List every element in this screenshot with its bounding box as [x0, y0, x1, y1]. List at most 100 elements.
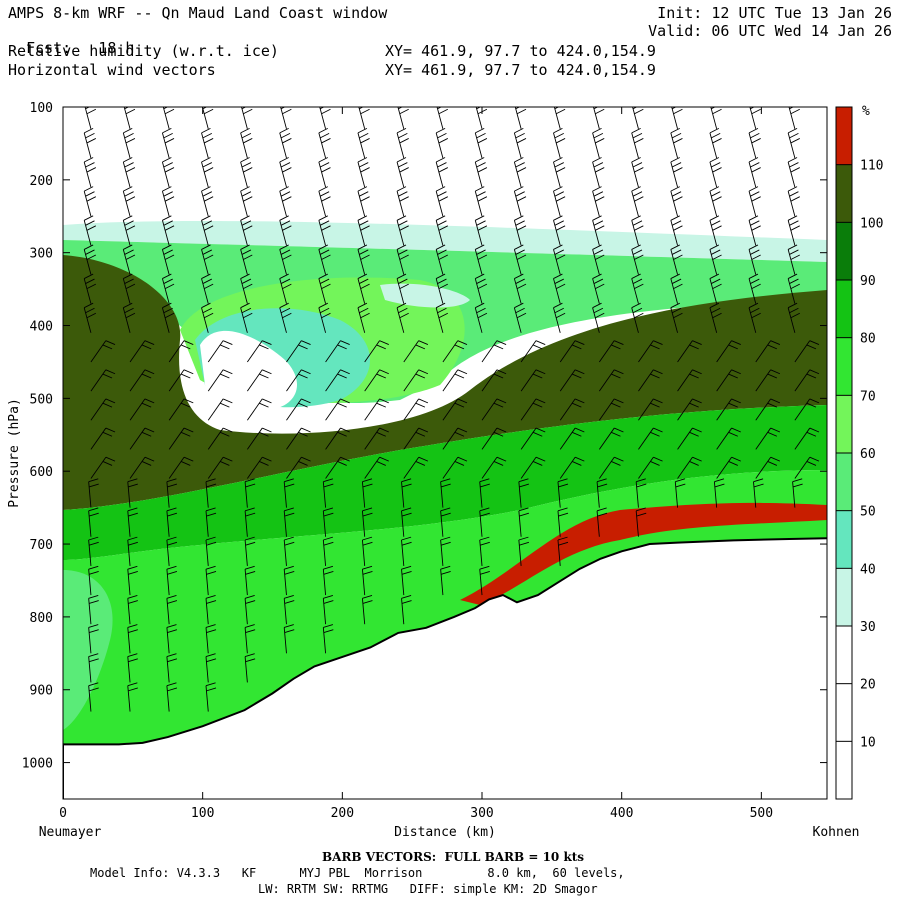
- wind-barb-131: [318, 302, 331, 333]
- wind-barb-110: [279, 244, 292, 275]
- wind-barb-1: [84, 107, 97, 129]
- wind-barb-227: [518, 507, 530, 537]
- wind-barb-44: [161, 127, 175, 159]
- wind-barb-256: [598, 427, 624, 450]
- wind-barb-104: [244, 653, 256, 683]
- wind-barb-5: [83, 215, 97, 246]
- wind-barb-116: [286, 427, 311, 450]
- colorbar-tick-label-50: 50: [860, 505, 876, 520]
- colorbar-tick-label-90: 90: [860, 274, 876, 289]
- wind-barb-115: [286, 398, 311, 421]
- wind-barb-27: [122, 244, 136, 275]
- wind-barb-62: [166, 653, 178, 683]
- wind-barb-288: [674, 478, 686, 508]
- wind-barb-143: [358, 107, 370, 129]
- wind-barb-140: [322, 565, 334, 596]
- wind-barb-313: [755, 398, 781, 421]
- wind-barb-33: [129, 427, 155, 450]
- wind-barb-54: [168, 427, 194, 450]
- wind-barb-318: [787, 127, 800, 159]
- wind-barb-299: [716, 398, 741, 421]
- wind-barb-29: [122, 302, 136, 333]
- wind-barb-309: [748, 273, 761, 304]
- wind-barb-286: [677, 427, 702, 450]
- wind-barb-270: [638, 398, 663, 421]
- colorbar-level-90: [836, 222, 852, 280]
- wind-barb-56: [166, 478, 178, 508]
- wind-barb-223: [520, 398, 546, 421]
- wind-barb-243: [557, 507, 569, 537]
- wind-barb-182: [435, 186, 449, 217]
- wind-barb-78: [205, 507, 217, 537]
- wind-barb-277: [670, 157, 683, 188]
- wind-barb-211: [479, 536, 490, 566]
- wind-barb-125: [318, 127, 331, 159]
- plot-frame: [62, 106, 828, 800]
- wind-barb-120: [283, 536, 295, 566]
- cross-section-coords-2: XY= 461.9, 97.7 to 424.0,154.9: [385, 61, 656, 79]
- wind-barb-3: [83, 157, 97, 188]
- wind-barb-328: [794, 427, 820, 450]
- wind-barb-21: [88, 682, 99, 712]
- wind-barb-249: [592, 215, 605, 246]
- wind-barb-201: [474, 244, 488, 275]
- x-tick-label-200: 200: [331, 806, 354, 821]
- wind-barb-2: [83, 127, 97, 159]
- colorbar-tick-label-80: 80: [860, 332, 876, 347]
- wind-barb-119: [283, 507, 295, 537]
- wind-barb-171: [403, 398, 429, 421]
- wind-barb-327: [794, 398, 820, 421]
- wind-barb-296: [709, 302, 722, 333]
- wind-barb-155: [364, 456, 389, 479]
- wind-barb-105: [280, 107, 292, 129]
- wind-barb-81: [205, 594, 217, 625]
- wind-barb-94: [246, 369, 272, 392]
- wind-barb-251: [592, 273, 605, 304]
- wind-barb-180: [435, 127, 449, 159]
- wind-barb-244: [557, 536, 569, 566]
- valid-time: Valid: 06 UTC Wed 14 Jan 26: [648, 22, 892, 40]
- wind-barb-175: [401, 507, 412, 537]
- colorbar-level-40: [836, 510, 852, 569]
- wind-barb-217: [513, 215, 527, 246]
- wind-barb-242: [557, 478, 569, 508]
- wind-barb-207: [481, 427, 507, 450]
- wind-barb-301: [716, 456, 741, 479]
- wind-barb-141: [322, 594, 334, 625]
- wind-barb-195: [440, 565, 451, 596]
- wind-barb-194: [440, 536, 451, 566]
- wind-barb-71: [201, 302, 214, 333]
- wind-barb-203: [474, 302, 488, 333]
- wind-barb-300: [716, 427, 741, 450]
- wind-barb-315: [755, 456, 781, 479]
- wind-barb-254: [598, 369, 624, 392]
- wind-barb-218: [513, 244, 527, 275]
- wind-barb-160: [361, 594, 373, 625]
- wind-barb-268: [638, 340, 663, 363]
- wind-barb-317: [788, 107, 800, 129]
- wind-barb-31: [129, 369, 155, 392]
- wind-barb-187: [442, 340, 468, 363]
- wind-barb-66: [201, 157, 214, 188]
- y-tick-label-600: 600: [30, 465, 53, 480]
- wind-barb-48: [161, 244, 175, 275]
- wind-barb-146: [357, 186, 370, 217]
- wind-barb-183: [435, 215, 449, 246]
- colorbar-tick-label-60: 60: [860, 447, 876, 462]
- wind-barb-264: [631, 215, 644, 246]
- wind-barb-100: [244, 536, 256, 566]
- wind-barb-303: [749, 107, 761, 129]
- wind-barb-67: [201, 186, 214, 217]
- wind-barb-233: [553, 215, 566, 246]
- wind-barb-133: [325, 369, 350, 392]
- x-end-label: Kohnen: [813, 825, 860, 840]
- wind-barb-150: [357, 302, 370, 333]
- wind-barb-219: [513, 273, 527, 304]
- wind-barb-185: [435, 273, 449, 304]
- wind-barb-36: [127, 507, 138, 537]
- wind-barb-132: [325, 340, 350, 363]
- wind-barb-109: [279, 215, 292, 246]
- wind-barb-97: [246, 456, 272, 479]
- wind-barb-32: [129, 398, 155, 421]
- wind-barb-152: [364, 369, 389, 392]
